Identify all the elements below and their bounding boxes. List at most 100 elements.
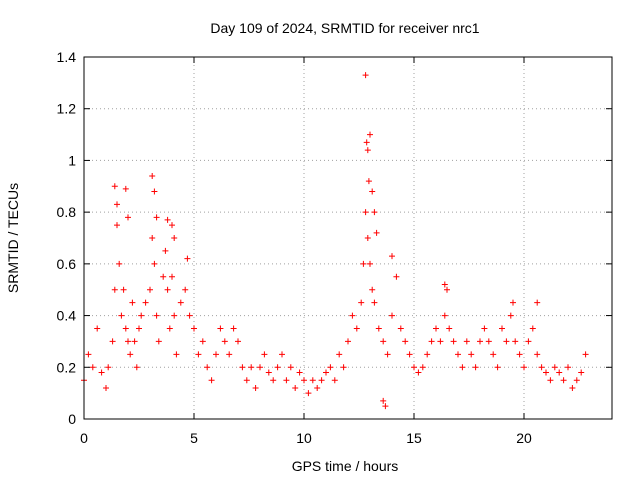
- data-point: [369, 188, 376, 195]
- data-point: [499, 325, 505, 332]
- data-point: [384, 351, 391, 358]
- data-point: [362, 72, 369, 79]
- data-point: [270, 377, 277, 384]
- data-point: [510, 299, 516, 306]
- data-point: [213, 351, 219, 358]
- y-tick-label: 0.2: [57, 359, 77, 375]
- data-point: [367, 131, 373, 138]
- data-point: [204, 364, 211, 371]
- data-point: [120, 286, 127, 293]
- y-tick-label: 1.4: [57, 49, 77, 65]
- data-point: [166, 325, 173, 332]
- data-point: [521, 364, 527, 371]
- data-point: [171, 312, 178, 319]
- data-point: [305, 390, 312, 397]
- data-point: [459, 364, 466, 371]
- data-point: [336, 351, 343, 358]
- data-point: [230, 325, 237, 332]
- data-point: [116, 260, 123, 267]
- data-point: [169, 222, 175, 229]
- data-point: [556, 369, 563, 376]
- data-point: [184, 255, 191, 262]
- data-point: [472, 364, 479, 371]
- data-point: [239, 364, 246, 371]
- y-tick-label: 1: [68, 152, 76, 168]
- data-point: [217, 325, 224, 332]
- y-axis-label: SRMTID / TECUs: [5, 183, 21, 293]
- data-point: [292, 384, 299, 391]
- data-point: [393, 273, 400, 280]
- data-point: [186, 312, 193, 319]
- data-point: [171, 235, 178, 241]
- data-point: [149, 235, 156, 241]
- x-tick-label: 0: [80, 430, 88, 446]
- data-point: [371, 209, 378, 216]
- data-point: [437, 338, 444, 345]
- data-point: [380, 338, 387, 345]
- data-point: [208, 377, 215, 384]
- data-point: [382, 403, 389, 410]
- data-point: [424, 351, 431, 358]
- data-point: [199, 338, 206, 345]
- data-point: [177, 299, 184, 306]
- data-point: [261, 351, 268, 358]
- data-point: [380, 397, 387, 404]
- data-point: [444, 286, 450, 293]
- data-point: [534, 299, 541, 306]
- data-point: [364, 235, 371, 241]
- data-point: [142, 299, 149, 306]
- data-point: [411, 364, 417, 371]
- data-point: [560, 377, 567, 384]
- data-point: [127, 351, 134, 358]
- data-point: [235, 338, 241, 345]
- data-point: [85, 351, 92, 358]
- data-point: [182, 286, 189, 293]
- data-point: [243, 377, 250, 384]
- data-point: [133, 364, 140, 371]
- data-point: [450, 338, 457, 345]
- data-point: [105, 364, 112, 371]
- data-point: [111, 183, 118, 190]
- data-point: [362, 209, 369, 216]
- y-tick-label: 0: [68, 411, 76, 427]
- data-point: [397, 325, 404, 332]
- data-point: [164, 216, 171, 223]
- axis-ticks: 0 0.2 0.4 0.6 0.8 1 1.2 1.4 0 5 10 15 20: [57, 49, 612, 446]
- data-point: [490, 351, 497, 358]
- data-point: [481, 325, 488, 332]
- data-point: [191, 325, 197, 332]
- data-point: [98, 369, 105, 376]
- data-point: [287, 364, 294, 371]
- data-point: [129, 299, 136, 306]
- data-point: [428, 338, 435, 345]
- data-point: [125, 338, 131, 345]
- data-point: [155, 338, 162, 345]
- data-point: [340, 364, 347, 371]
- data-point: [138, 312, 145, 319]
- x-tick-label: 15: [406, 430, 422, 446]
- data-point: [136, 325, 142, 332]
- data-point: [455, 351, 461, 358]
- data-point: [309, 377, 316, 384]
- data-point: [369, 286, 376, 293]
- data-point: [169, 273, 175, 280]
- data-point: [543, 369, 549, 376]
- data-point: [162, 247, 169, 254]
- data-point: [345, 338, 351, 345]
- data-point: [221, 338, 228, 345]
- data-point: [252, 384, 259, 391]
- data-point: [360, 260, 367, 267]
- data-point: [265, 369, 272, 376]
- data-point: [512, 338, 519, 345]
- data-point: [279, 351, 285, 358]
- data-point: [195, 351, 202, 358]
- data-point: [131, 338, 138, 345]
- data-point: [551, 364, 558, 371]
- data-point: [494, 364, 501, 371]
- data-point: [151, 260, 158, 267]
- data-point: [441, 281, 448, 288]
- y-tick-label: 1.2: [57, 101, 77, 117]
- data-point: [248, 364, 255, 371]
